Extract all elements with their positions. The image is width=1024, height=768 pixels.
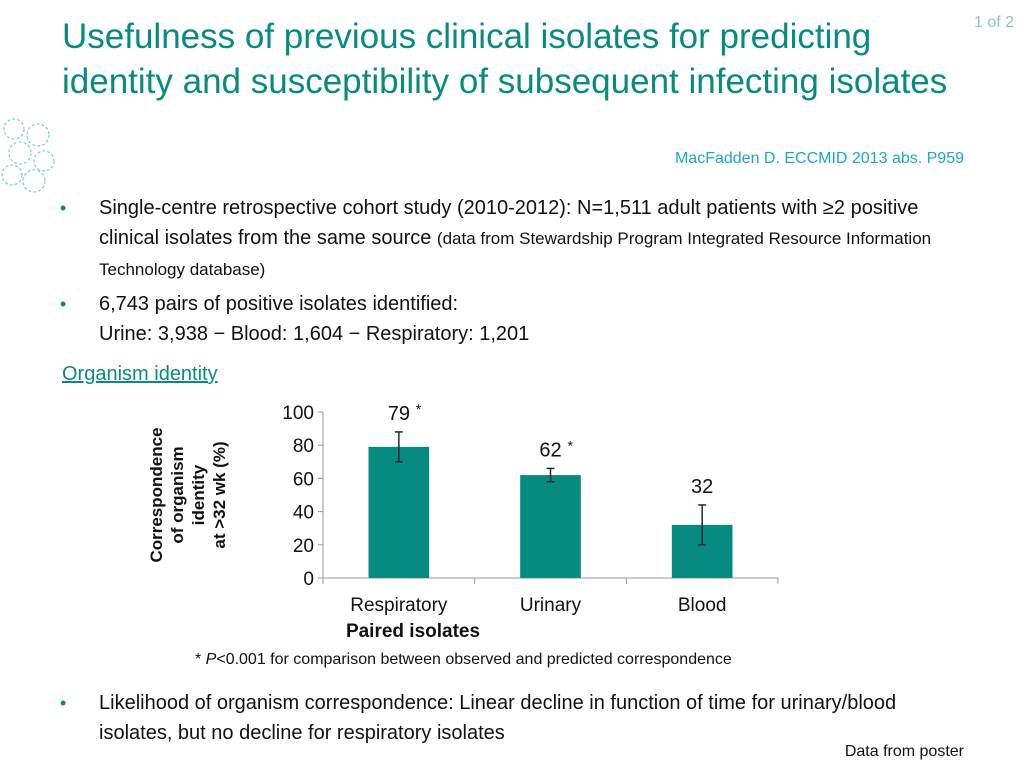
y-axis-label-line: identity [189,464,208,525]
y-axis-label: Correspondence of organism identity at >32 … [147,427,229,562]
bottom-bullet-list: • Likelihood of organism correspondence:… [60,688,960,748]
bullet-dot-icon: • [60,693,67,713]
y-axis-label-line: Correspondence [147,427,166,562]
footnote-star: * [195,651,206,668]
x-tick-labels: Respiratory Urinary Blood [350,595,726,616]
bullet-line-1: 6,743 pairs of positive isolates identif… [99,293,459,315]
y-tick-label: 100 [282,403,314,424]
significance-marker: * [416,401,422,417]
bullet-line-2: Urine: 3,938 − Blood: 1,604 − Respirator… [99,323,530,345]
bar-respiratory [368,446,430,578]
significance-marker: * [568,437,574,453]
y-axis-label-line: at >32 wk (%) [210,441,229,548]
x-tick-label: Urinary [520,595,582,616]
bullet-pairs: • 6,743 pairs of positive isolates ident… [60,289,960,349]
y-tick-label: 20 [293,536,314,557]
y-tick-label: 80 [293,436,314,457]
y-ticks: 0 20 40 60 80 100 [282,403,323,590]
slide-title: Usefulness of previous clinical isolates… [62,17,948,101]
y-tick-label: 60 [293,469,314,490]
bullet-likelihood: • Likelihood of organism correspondence:… [60,688,960,748]
y-tick-label: 0 [303,569,314,590]
x-tick-label: Blood [678,595,727,616]
bullet-dot-icon: • [60,294,67,314]
bullet-dot-icon: • [60,198,67,218]
footnote-text: <0.001 for comparison between observed a… [216,651,732,668]
organism-identity-link[interactable]: Organism identity [62,363,218,385]
footnote: * P<0.001 for comparison between observe… [195,651,732,669]
x-axis-label: Paired isolates [346,621,480,642]
bullet-text: Likelihood of organism correspondence: L… [99,692,897,744]
data-label: 62 [539,439,561,461]
bullet-study-design: • Single-centre retrospective cohort stu… [60,193,960,285]
bullet-subtext: (data from Stewardship Program Integrate… [99,229,932,279]
citation: MacFadden D. ECCMID 2013 abs. P959 [674,150,964,167]
bullet-text: Single-centre retrospective cohort study… [99,197,919,249]
y-axis-label-line: of organism [168,446,187,543]
bullet-list: • Single-centre retrospective cohort stu… [60,193,960,353]
footnote-p: P [205,651,217,668]
data-label: 79 [388,403,410,425]
bars: 79 * 62 * 32 [368,401,733,578]
page-indicator: 1 of 2 [973,14,1014,31]
y-tick-label: 40 [293,503,314,524]
bar-chart: Correspondence of organism identity at >32 … [147,401,779,642]
source-note: Data from poster [844,743,964,760]
bar-urinary [520,475,581,578]
x-tick-label: Respiratory [350,595,448,616]
data-label: 32 [691,476,713,498]
gear-pattern-logo-icon [1,118,55,193]
